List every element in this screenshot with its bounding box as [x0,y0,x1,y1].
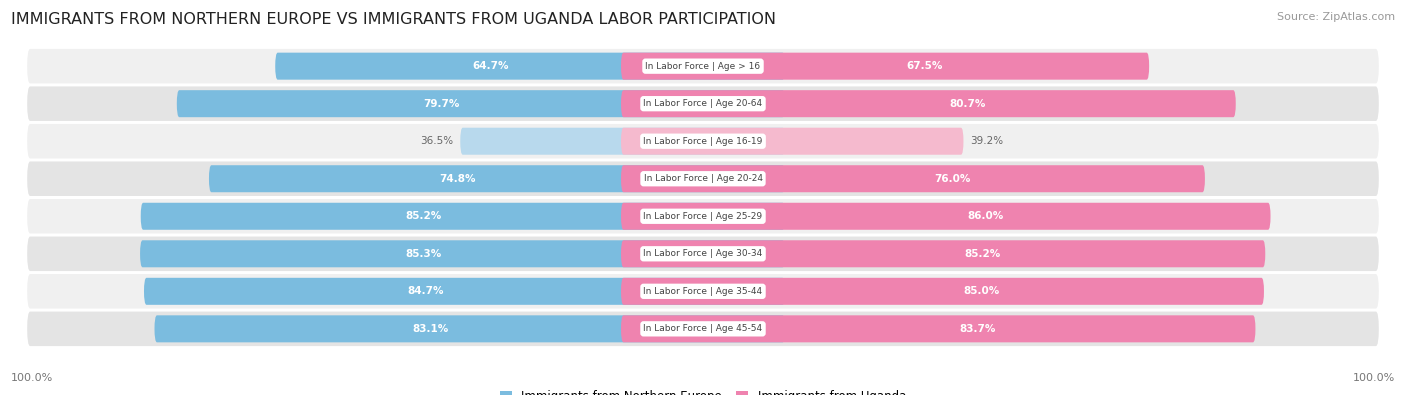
Text: 100.0%: 100.0% [1353,373,1395,383]
Text: 79.7%: 79.7% [423,99,460,109]
Text: In Labor Force | Age 25-29: In Labor Force | Age 25-29 [644,212,762,221]
FancyBboxPatch shape [621,53,1149,80]
Text: 83.7%: 83.7% [959,324,995,334]
Text: 76.0%: 76.0% [934,174,970,184]
FancyBboxPatch shape [143,278,785,305]
FancyBboxPatch shape [621,90,1236,117]
Text: Source: ZipAtlas.com: Source: ZipAtlas.com [1277,12,1395,22]
FancyBboxPatch shape [177,90,785,117]
Text: In Labor Force | Age 45-54: In Labor Force | Age 45-54 [644,324,762,333]
Text: 84.7%: 84.7% [406,286,443,296]
Text: 39.2%: 39.2% [970,136,1002,146]
Text: 36.5%: 36.5% [420,136,454,146]
Text: In Labor Force | Age 20-24: In Labor Force | Age 20-24 [644,174,762,183]
Text: 67.5%: 67.5% [907,61,942,71]
Text: In Labor Force | Age 35-44: In Labor Force | Age 35-44 [644,287,762,296]
Text: 86.0%: 86.0% [967,211,1004,221]
FancyBboxPatch shape [27,49,1379,83]
FancyBboxPatch shape [276,53,785,80]
FancyBboxPatch shape [27,199,1379,233]
Text: In Labor Force | Age > 16: In Labor Force | Age > 16 [645,62,761,71]
FancyBboxPatch shape [141,203,785,230]
Text: 74.8%: 74.8% [439,174,475,184]
FancyBboxPatch shape [27,162,1379,196]
Text: In Labor Force | Age 16-19: In Labor Force | Age 16-19 [644,137,762,146]
FancyBboxPatch shape [621,315,1256,342]
Text: 85.2%: 85.2% [405,211,441,221]
FancyBboxPatch shape [621,278,1264,305]
FancyBboxPatch shape [155,315,785,342]
Text: 83.1%: 83.1% [412,324,449,334]
Text: 64.7%: 64.7% [472,61,509,71]
Text: 100.0%: 100.0% [11,373,53,383]
FancyBboxPatch shape [621,203,1271,230]
Text: 85.3%: 85.3% [405,249,441,259]
Text: 85.0%: 85.0% [963,286,1000,296]
FancyBboxPatch shape [27,312,1379,346]
FancyBboxPatch shape [621,240,1265,267]
FancyBboxPatch shape [27,87,1379,121]
FancyBboxPatch shape [27,124,1379,158]
FancyBboxPatch shape [27,274,1379,308]
FancyBboxPatch shape [209,165,785,192]
Legend: Immigrants from Northern Europe, Immigrants from Uganda: Immigrants from Northern Europe, Immigra… [495,385,911,395]
Text: In Labor Force | Age 20-64: In Labor Force | Age 20-64 [644,99,762,108]
FancyBboxPatch shape [460,128,785,155]
Text: 80.7%: 80.7% [949,99,986,109]
FancyBboxPatch shape [621,128,963,155]
FancyBboxPatch shape [27,237,1379,271]
Text: In Labor Force | Age 30-34: In Labor Force | Age 30-34 [644,249,762,258]
FancyBboxPatch shape [141,240,785,267]
Text: 85.2%: 85.2% [965,249,1001,259]
Text: IMMIGRANTS FROM NORTHERN EUROPE VS IMMIGRANTS FROM UGANDA LABOR PARTICIPATION: IMMIGRANTS FROM NORTHERN EUROPE VS IMMIG… [11,12,776,27]
FancyBboxPatch shape [621,165,1205,192]
